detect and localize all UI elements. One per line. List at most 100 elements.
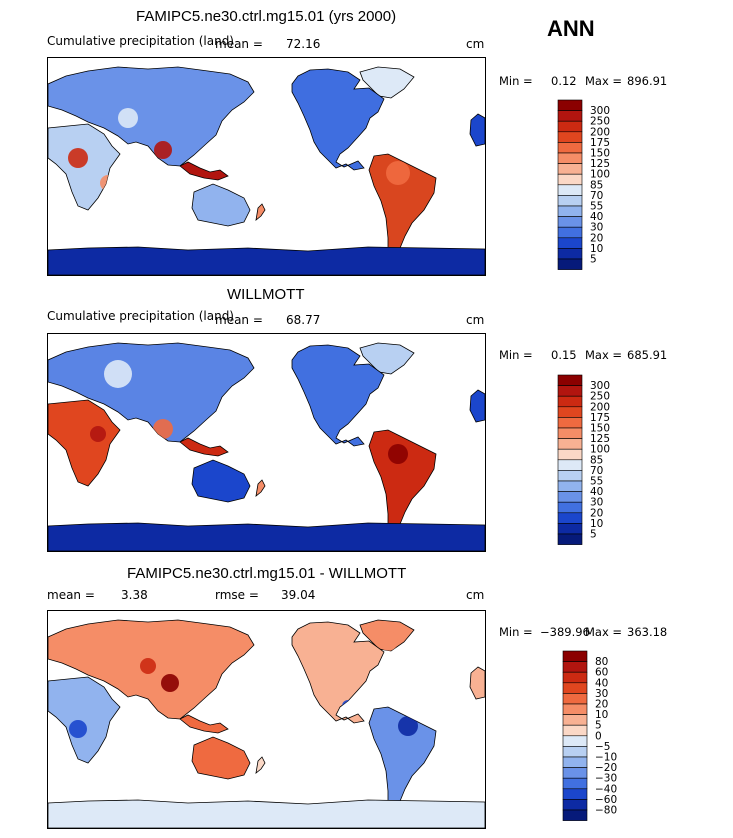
- colorbar-swatch: [557, 438, 583, 450]
- panel2-mean-value: 68.77: [286, 313, 321, 327]
- colorbar-swatch: [562, 661, 588, 673]
- panel1-max-label: Max =: [585, 74, 623, 88]
- colorbar-swatch: [557, 491, 583, 503]
- landmass-indonesia: [179, 161, 229, 181]
- colorbar-swatch: [557, 523, 583, 535]
- colorbar-tick-label: −10: [595, 752, 617, 764]
- world-map-svg: [48, 619, 485, 828]
- colorbar-tick-label: 70: [590, 190, 603, 202]
- colorbar-swatch: [557, 205, 583, 217]
- precip-anomaly-patch: [342, 700, 354, 712]
- landmass-uk: [469, 389, 485, 423]
- colorbar-swatch: [557, 248, 583, 260]
- colorbar-tick-label: −5: [595, 741, 610, 753]
- colorbar-swatch: [557, 512, 583, 524]
- precip-anomaly-patch: [118, 108, 138, 128]
- panel2-min-label: Min =: [499, 348, 533, 362]
- colorbar-swatch: [557, 216, 583, 228]
- panel1-max-value: 896.91: [627, 74, 668, 88]
- colorbar-swatch: [562, 756, 588, 768]
- colorbar-tick-label: 40: [595, 677, 608, 689]
- colorbar-tick-label: −20: [595, 762, 617, 774]
- colorbar-swatch: [557, 142, 583, 154]
- panel1-units: cm: [466, 37, 485, 51]
- colorbar-tick-label: 5: [595, 720, 602, 732]
- landmass-namerica: [291, 344, 385, 447]
- panel1-map: [47, 57, 486, 276]
- colorbar-tick-label: −60: [595, 794, 617, 806]
- precip-anomaly-patch: [68, 148, 88, 168]
- landmass-nz: [255, 203, 266, 221]
- colorbar-tick-label: 40: [590, 486, 603, 498]
- colorbar-tick-label: 0: [595, 730, 602, 742]
- colorbar-tick-label: 85: [590, 179, 603, 191]
- colorbar-tick-label: 200: [590, 401, 610, 413]
- panel3-max-value: 363.18: [627, 625, 668, 639]
- colorbar-swatch: [562, 809, 588, 821]
- landmass-indonesia: [179, 714, 229, 734]
- panel3-title: FAMIPC5.ne30.ctrl.mg15.01 - WILLMOTT: [127, 565, 407, 582]
- landmass-indonesia: [179, 437, 229, 457]
- world-map-svg: [48, 342, 485, 551]
- colorbar-tick-label: −80: [595, 805, 617, 817]
- colorbar-swatch: [557, 184, 583, 196]
- colorbar-tick-label: 125: [590, 433, 610, 445]
- colorbar-tick-label: 55: [590, 476, 603, 488]
- colorbar-swatch: [562, 693, 588, 705]
- precip-anomaly-patch: [161, 674, 179, 692]
- colorbar-tick-label: −30: [595, 773, 617, 785]
- landmass-antarctica: [48, 522, 485, 551]
- colorbar-tick-label: 85: [590, 454, 603, 466]
- colorbar-swatch: [557, 237, 583, 249]
- landmass-africa: [48, 123, 121, 211]
- colorbar-tick-label: 55: [590, 201, 603, 213]
- panel3-units: cm: [466, 588, 485, 602]
- panel2-max-label: Max =: [585, 348, 623, 362]
- colorbar-swatch: [557, 120, 583, 133]
- colorbar-swatch: [557, 448, 583, 461]
- colorbar-swatch: [557, 385, 583, 397]
- landmass-greenland: [359, 342, 415, 375]
- landmass-australia: [191, 183, 251, 227]
- precip-anomaly-patch: [388, 444, 408, 464]
- precip-anomaly-patch: [154, 141, 172, 159]
- colorbar-tick-label: 250: [590, 116, 610, 128]
- colorbar-swatch: [557, 152, 583, 164]
- panel3-mean-label: mean =: [47, 588, 95, 602]
- panel2-units: cm: [466, 313, 485, 327]
- colorbar-swatch: [557, 131, 583, 143]
- season-label: ANN: [547, 16, 595, 41]
- colorbar-tick-label: 100: [590, 169, 610, 181]
- panel2-title: WILLMOTT: [227, 286, 305, 303]
- colorbar-swatch: [557, 195, 583, 207]
- precip-anomaly-patch: [140, 658, 156, 674]
- landmass-greenland: [359, 66, 415, 99]
- colorbar-tick-label: 100: [590, 444, 610, 456]
- colorbar-swatch: [557, 226, 583, 239]
- panel3-min-label: Min =: [499, 625, 533, 639]
- panel3-rmse-value: 39.04: [281, 588, 316, 602]
- colorbar-swatch: [562, 799, 588, 811]
- landmass-antarctica: [48, 799, 485, 828]
- panel1-min-value: 0.12: [551, 74, 577, 88]
- landmass-eurasia: [48, 66, 255, 167]
- panel3-rmse-label: rmse =: [215, 588, 259, 602]
- landmass-samerica: [368, 429, 437, 537]
- panel2-max-value: 685.91: [627, 348, 668, 362]
- precip-anomaly-patch: [90, 426, 106, 442]
- colorbar-tick-label: 200: [590, 126, 610, 138]
- colorbar-tick-label: 80: [595, 656, 608, 668]
- precip-anomaly-patch: [153, 419, 173, 439]
- panel3-min-value: −389.96: [540, 625, 590, 639]
- colorbar-tick-label: 5: [590, 254, 597, 266]
- panel1-mean-label: mean =: [215, 37, 263, 51]
- landmass-africa: [48, 676, 121, 764]
- colorbar-swatch: [562, 714, 588, 726]
- colorbar-swatch: [557, 395, 583, 408]
- landmass-africa: [48, 399, 121, 487]
- colorbar-swatch: [562, 746, 588, 758]
- precip-anomaly-patch: [228, 173, 238, 183]
- landmass-samerica: [368, 153, 437, 261]
